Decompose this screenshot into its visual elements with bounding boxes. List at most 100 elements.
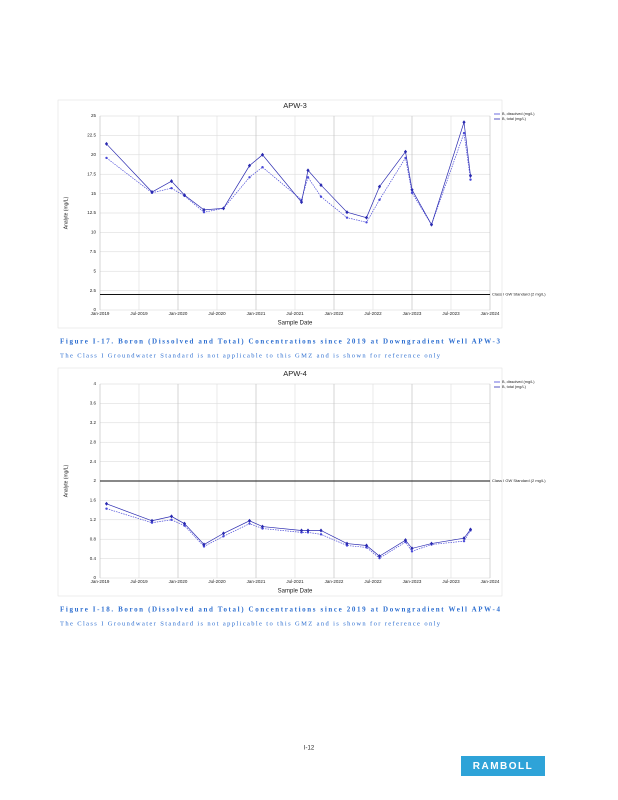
y-tick-label: 22.5 bbox=[87, 133, 96, 138]
x-tick-label: Jan-2023 bbox=[403, 579, 422, 584]
x-tick-label: Jul-2023 bbox=[442, 579, 460, 584]
marker bbox=[221, 531, 226, 536]
marker bbox=[182, 521, 187, 526]
marker bbox=[105, 507, 108, 510]
marker bbox=[299, 528, 304, 533]
marker bbox=[462, 536, 466, 541]
marker bbox=[410, 187, 414, 192]
x-axis-title: Sample Date bbox=[278, 589, 313, 595]
y-tick-label: 0.4 bbox=[90, 556, 97, 561]
marker bbox=[169, 179, 174, 184]
legend-label: B, dissolved (mg/L) bbox=[502, 112, 535, 116]
marker bbox=[202, 207, 206, 212]
x-tick-label: Jan-2019 bbox=[91, 579, 110, 584]
marker bbox=[105, 156, 108, 160]
y-tick-label: 12.5 bbox=[87, 210, 96, 215]
x-tick-label: Jul-2019 bbox=[130, 579, 148, 584]
marker bbox=[170, 186, 173, 190]
marker bbox=[468, 173, 473, 178]
x-tick-label: Jan-2024 bbox=[481, 579, 500, 584]
marker bbox=[202, 542, 206, 547]
x-tick-label: Jan-2023 bbox=[403, 311, 422, 316]
y-tick-label: 17.5 bbox=[87, 171, 96, 176]
marker bbox=[345, 541, 349, 546]
marker bbox=[345, 210, 349, 215]
marker bbox=[365, 221, 368, 224]
marker bbox=[150, 190, 154, 195]
y-tick-label: 2.4 bbox=[90, 459, 97, 464]
y-tick-label: 2 bbox=[93, 478, 96, 483]
marker bbox=[410, 550, 414, 553]
marker bbox=[247, 518, 252, 523]
y-tick-label: 3.2 bbox=[90, 420, 97, 425]
y-tick-label: 4 bbox=[93, 381, 96, 386]
marker bbox=[306, 528, 310, 533]
x-tick-label: Jul-2023 bbox=[442, 311, 460, 316]
x-tick-label: Jan-2021 bbox=[247, 579, 266, 584]
marker bbox=[169, 514, 174, 519]
marker bbox=[150, 518, 154, 523]
marker bbox=[319, 183, 323, 188]
y-tick-label: 7.5 bbox=[90, 249, 97, 254]
x-tick-label: Jul-2021 bbox=[286, 311, 304, 316]
marker bbox=[429, 541, 434, 546]
y-tick-label: 0 bbox=[93, 575, 96, 580]
marker bbox=[377, 184, 382, 189]
x-tick-label: Jan-2024 bbox=[481, 311, 500, 316]
marker bbox=[248, 522, 251, 525]
marker bbox=[319, 533, 323, 536]
marker bbox=[182, 193, 187, 198]
marker bbox=[306, 168, 310, 173]
x-tick-label: Jul-2021 bbox=[286, 579, 304, 584]
figure-note: The Class I Groundwater Standard is not … bbox=[60, 620, 441, 627]
marker bbox=[345, 216, 349, 219]
legend-label: B, total (mg/L) bbox=[502, 385, 527, 389]
marker bbox=[403, 149, 408, 154]
y-tick-label: 2.8 bbox=[90, 439, 97, 444]
y-tick-label: 10 bbox=[91, 230, 97, 235]
y-tick-label: 20 bbox=[91, 152, 97, 157]
marker bbox=[364, 215, 369, 220]
marker bbox=[364, 543, 369, 548]
legend-label: B, total (mg/L) bbox=[502, 117, 527, 121]
marker bbox=[404, 156, 407, 160]
marker bbox=[299, 200, 304, 205]
marker bbox=[261, 166, 264, 169]
marker bbox=[319, 528, 323, 533]
marker bbox=[306, 176, 310, 179]
marker bbox=[410, 191, 414, 195]
marker bbox=[248, 176, 251, 179]
chart-frame bbox=[57, 367, 503, 597]
marker bbox=[260, 152, 265, 157]
chart-title: APW-4 bbox=[283, 369, 307, 378]
marker bbox=[247, 163, 252, 168]
x-tick-label: Jul-2022 bbox=[364, 311, 382, 316]
standard-label: Class I GW Standard (2 mg/L) bbox=[492, 478, 546, 483]
x-tick-label: Jan-2020 bbox=[169, 579, 188, 584]
x-tick-label: Jan-2022 bbox=[325, 311, 344, 316]
marker bbox=[429, 222, 434, 227]
marker bbox=[378, 198, 381, 202]
x-tick-label: Jul-2020 bbox=[208, 579, 226, 584]
x-tick-label: Jan-2022 bbox=[325, 579, 344, 584]
x-axis-title: Sample Date bbox=[278, 321, 313, 327]
marker bbox=[410, 546, 414, 551]
marker bbox=[104, 501, 109, 506]
marker bbox=[469, 178, 472, 181]
marker bbox=[462, 131, 466, 135]
x-tick-label: Jan-2020 bbox=[169, 311, 188, 316]
x-tick-label: Jul-2022 bbox=[364, 579, 382, 584]
marker bbox=[462, 539, 466, 543]
figure-caption: Figure I-17. Boron (Dissolved and Total)… bbox=[60, 338, 501, 346]
x-tick-label: Jan-2019 bbox=[91, 311, 110, 316]
figure-caption: Figure I-18. Boron (Dissolved and Total)… bbox=[60, 606, 501, 614]
marker bbox=[403, 538, 408, 543]
chart-title: APW-3 bbox=[283, 101, 307, 110]
marker bbox=[260, 524, 265, 529]
x-tick-label: Jul-2019 bbox=[130, 311, 148, 316]
y-tick-label: 3.6 bbox=[90, 401, 97, 406]
y-tick-label: 2.5 bbox=[90, 288, 97, 293]
marker bbox=[222, 535, 225, 538]
y-tick-label: 0 bbox=[93, 307, 96, 312]
